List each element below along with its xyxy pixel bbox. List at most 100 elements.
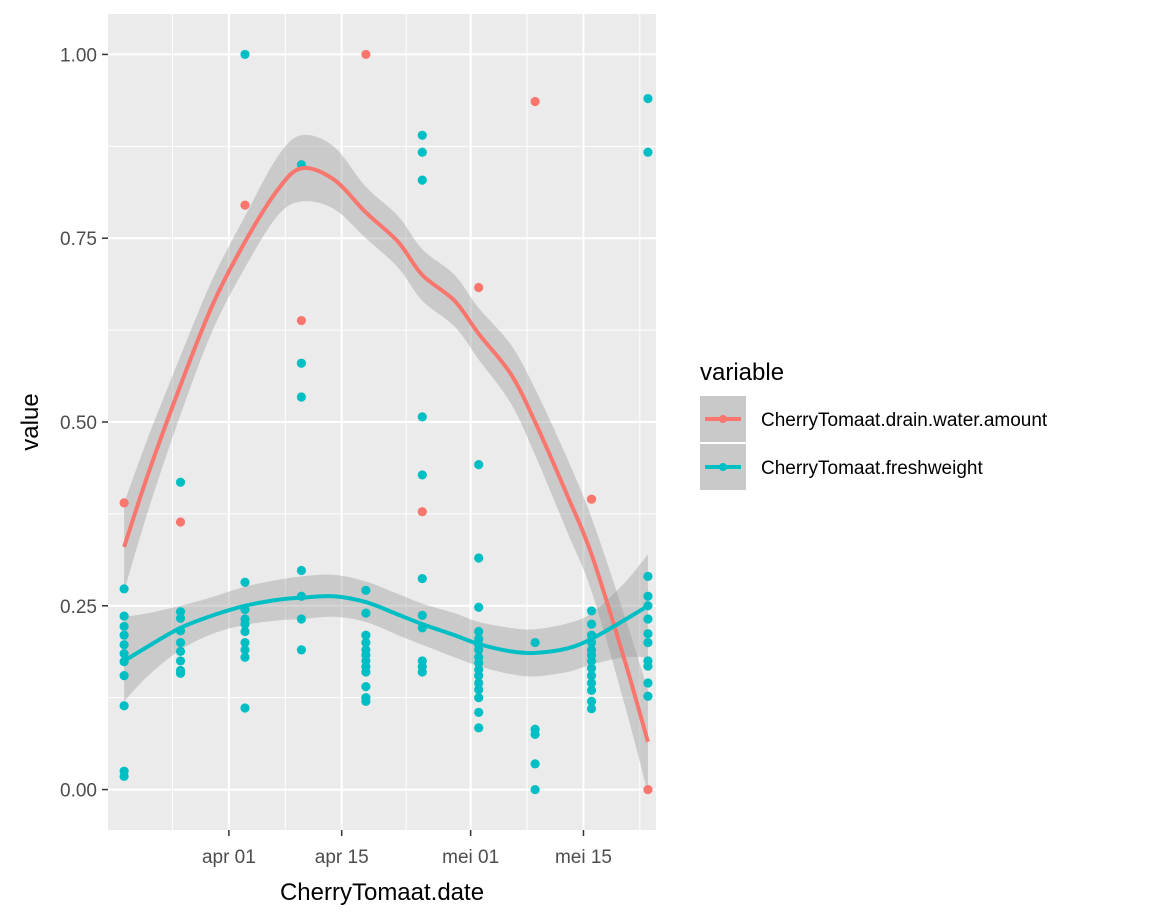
- data-point-drain: [175, 517, 186, 527]
- data-points: [119, 49, 653, 795]
- data-point-fresh: [417, 147, 427, 157]
- data-point-fresh: [296, 358, 307, 368]
- data-point-fresh: [240, 626, 250, 637]
- data-point-fresh: [240, 703, 250, 713]
- data-point-fresh: [586, 619, 597, 629]
- data-point-fresh: [530, 759, 540, 769]
- data-point-fresh: [240, 577, 250, 587]
- data-point-fresh: [586, 678, 597, 688]
- data-point-fresh: [361, 585, 371, 595]
- data-point-drain: [417, 507, 427, 517]
- data-point-fresh: [417, 573, 427, 584]
- data-point-fresh: [175, 607, 186, 617]
- data-point-fresh: [361, 696, 371, 706]
- data-point-fresh: [586, 656, 597, 666]
- y-tick-label: 0.50: [60, 413, 97, 434]
- data-point-fresh: [119, 630, 129, 640]
- data-point-fresh: [586, 696, 597, 706]
- x-tick-label: mei 01: [442, 847, 499, 868]
- data-point-drain: [586, 494, 597, 504]
- data-point-fresh: [175, 637, 186, 648]
- data-point-fresh: [417, 175, 427, 185]
- data-point-fresh: [643, 629, 653, 639]
- x-tick-label: mei 15: [555, 847, 612, 868]
- data-point-fresh: [175, 668, 186, 679]
- legend: variable CherryTomaat.drain.water.amount…: [700, 359, 1048, 490]
- data-point-fresh: [643, 591, 653, 601]
- y-axis-title: value: [17, 393, 44, 450]
- data-point-fresh: [643, 614, 653, 624]
- y-tick-label: 0.00: [60, 781, 97, 802]
- legend-key-point-drain: [719, 415, 727, 423]
- smooth-line-drain: [122, 166, 650, 743]
- data-point-fresh: [119, 611, 129, 621]
- data-point-fresh: [643, 147, 653, 157]
- data-point-fresh: [643, 637, 653, 648]
- grid-major: [108, 14, 656, 830]
- data-point-fresh: [361, 608, 371, 618]
- confidence-bands: [124, 134, 648, 794]
- data-point-fresh: [586, 704, 597, 714]
- data-point-fresh: [530, 637, 540, 648]
- legend-item-drain: CherryTomaat.drain.water.amount: [700, 396, 1048, 442]
- data-point-fresh: [119, 671, 129, 681]
- data-point-fresh: [643, 661, 653, 671]
- data-point-fresh: [417, 470, 427, 480]
- y-tick-label: 0.25: [60, 597, 97, 618]
- data-point-fresh: [240, 49, 250, 60]
- legend-title: variable: [700, 359, 784, 386]
- data-point-fresh: [119, 621, 129, 631]
- data-point-fresh: [296, 614, 307, 624]
- data-point-drain: [643, 784, 653, 795]
- data-point-drain: [296, 315, 307, 326]
- data-point-fresh: [417, 412, 427, 422]
- data-point-fresh: [586, 663, 597, 673]
- data-point-fresh: [643, 678, 653, 688]
- data-point-fresh: [361, 637, 371, 648]
- data-point-fresh: [643, 571, 653, 581]
- legend-label-drain: CherryTomaat.drain.water.amount: [761, 410, 1048, 431]
- y-tick-label: 0.75: [60, 229, 97, 250]
- data-point-fresh: [240, 619, 250, 629]
- data-point-fresh: [119, 701, 129, 711]
- data-point-fresh: [175, 646, 186, 656]
- data-point-drain: [474, 282, 484, 293]
- data-point-fresh: [240, 637, 250, 648]
- data-point-fresh: [643, 691, 653, 701]
- data-point-fresh: [240, 652, 250, 662]
- data-point-fresh: [530, 784, 540, 795]
- data-point-fresh: [474, 678, 484, 688]
- y-axis: 0.00 0.25 0.50 0.75 1.00: [60, 45, 108, 802]
- legend-key-point-fresh: [719, 463, 727, 471]
- data-point-fresh: [474, 626, 484, 637]
- data-point-drain: [530, 96, 540, 107]
- data-point-fresh: [586, 671, 597, 681]
- data-point-fresh: [119, 771, 129, 781]
- data-point-fresh: [417, 667, 427, 677]
- smooth-lines: [122, 166, 650, 743]
- data-point-fresh: [586, 606, 597, 616]
- data-point-fresh: [119, 584, 129, 594]
- data-point-fresh: [474, 707, 484, 717]
- data-point-fresh: [119, 640, 129, 650]
- data-point-fresh: [361, 630, 371, 640]
- data-point-drain: [240, 200, 250, 210]
- data-point-fresh: [474, 693, 484, 703]
- data-point-fresh: [586, 685, 597, 695]
- x-axis-title: CherryTomaat.date: [280, 879, 484, 906]
- confidence-band-drain: [124, 134, 648, 794]
- data-point-fresh: [175, 656, 186, 666]
- y-tick-label: 1.00: [60, 45, 97, 66]
- data-point-fresh: [474, 602, 484, 612]
- confidence-band-fresh: [124, 554, 648, 702]
- data-point-fresh: [296, 645, 307, 655]
- x-tick-label: apr 01: [202, 847, 256, 868]
- data-point-fresh: [296, 565, 307, 576]
- data-point-fresh: [361, 682, 371, 692]
- data-point-fresh: [474, 645, 484, 655]
- data-point-fresh: [175, 613, 186, 623]
- data-point-fresh: [474, 684, 484, 695]
- data-point-drain: [119, 498, 129, 508]
- data-point-fresh: [474, 553, 484, 563]
